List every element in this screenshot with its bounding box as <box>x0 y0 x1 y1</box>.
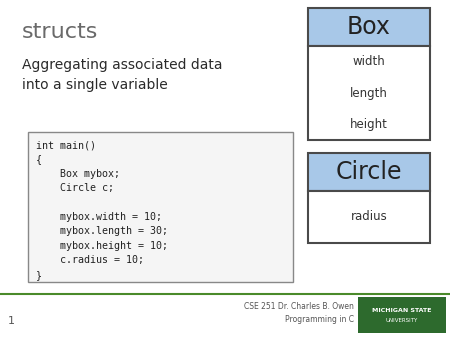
Text: width: width <box>353 55 385 68</box>
Text: Circle: Circle <box>336 160 402 184</box>
FancyBboxPatch shape <box>308 8 430 46</box>
Text: Aggregating associated data
into a single variable: Aggregating associated data into a singl… <box>22 58 222 92</box>
FancyBboxPatch shape <box>358 297 446 333</box>
Text: CSE 251 Dr. Charles B. Owen
Programming in C: CSE 251 Dr. Charles B. Owen Programming … <box>244 302 354 324</box>
FancyBboxPatch shape <box>308 153 430 191</box>
Text: structs: structs <box>22 22 99 42</box>
Text: radius: radius <box>351 211 387 223</box>
FancyBboxPatch shape <box>308 46 430 140</box>
Text: length: length <box>350 87 388 99</box>
Text: Box: Box <box>347 15 391 39</box>
Text: height: height <box>350 118 388 131</box>
FancyBboxPatch shape <box>308 191 430 243</box>
Text: int main()
{
    Box mybox;
    Circle c;

    mybox.width = 10;
    mybox.lengt: int main() { Box mybox; Circle c; mybox.… <box>36 140 168 280</box>
Text: 1: 1 <box>8 316 15 326</box>
Text: UNIVERSITY: UNIVERSITY <box>386 317 418 322</box>
Text: MICHIGAN STATE: MICHIGAN STATE <box>372 309 432 314</box>
FancyBboxPatch shape <box>28 132 293 282</box>
